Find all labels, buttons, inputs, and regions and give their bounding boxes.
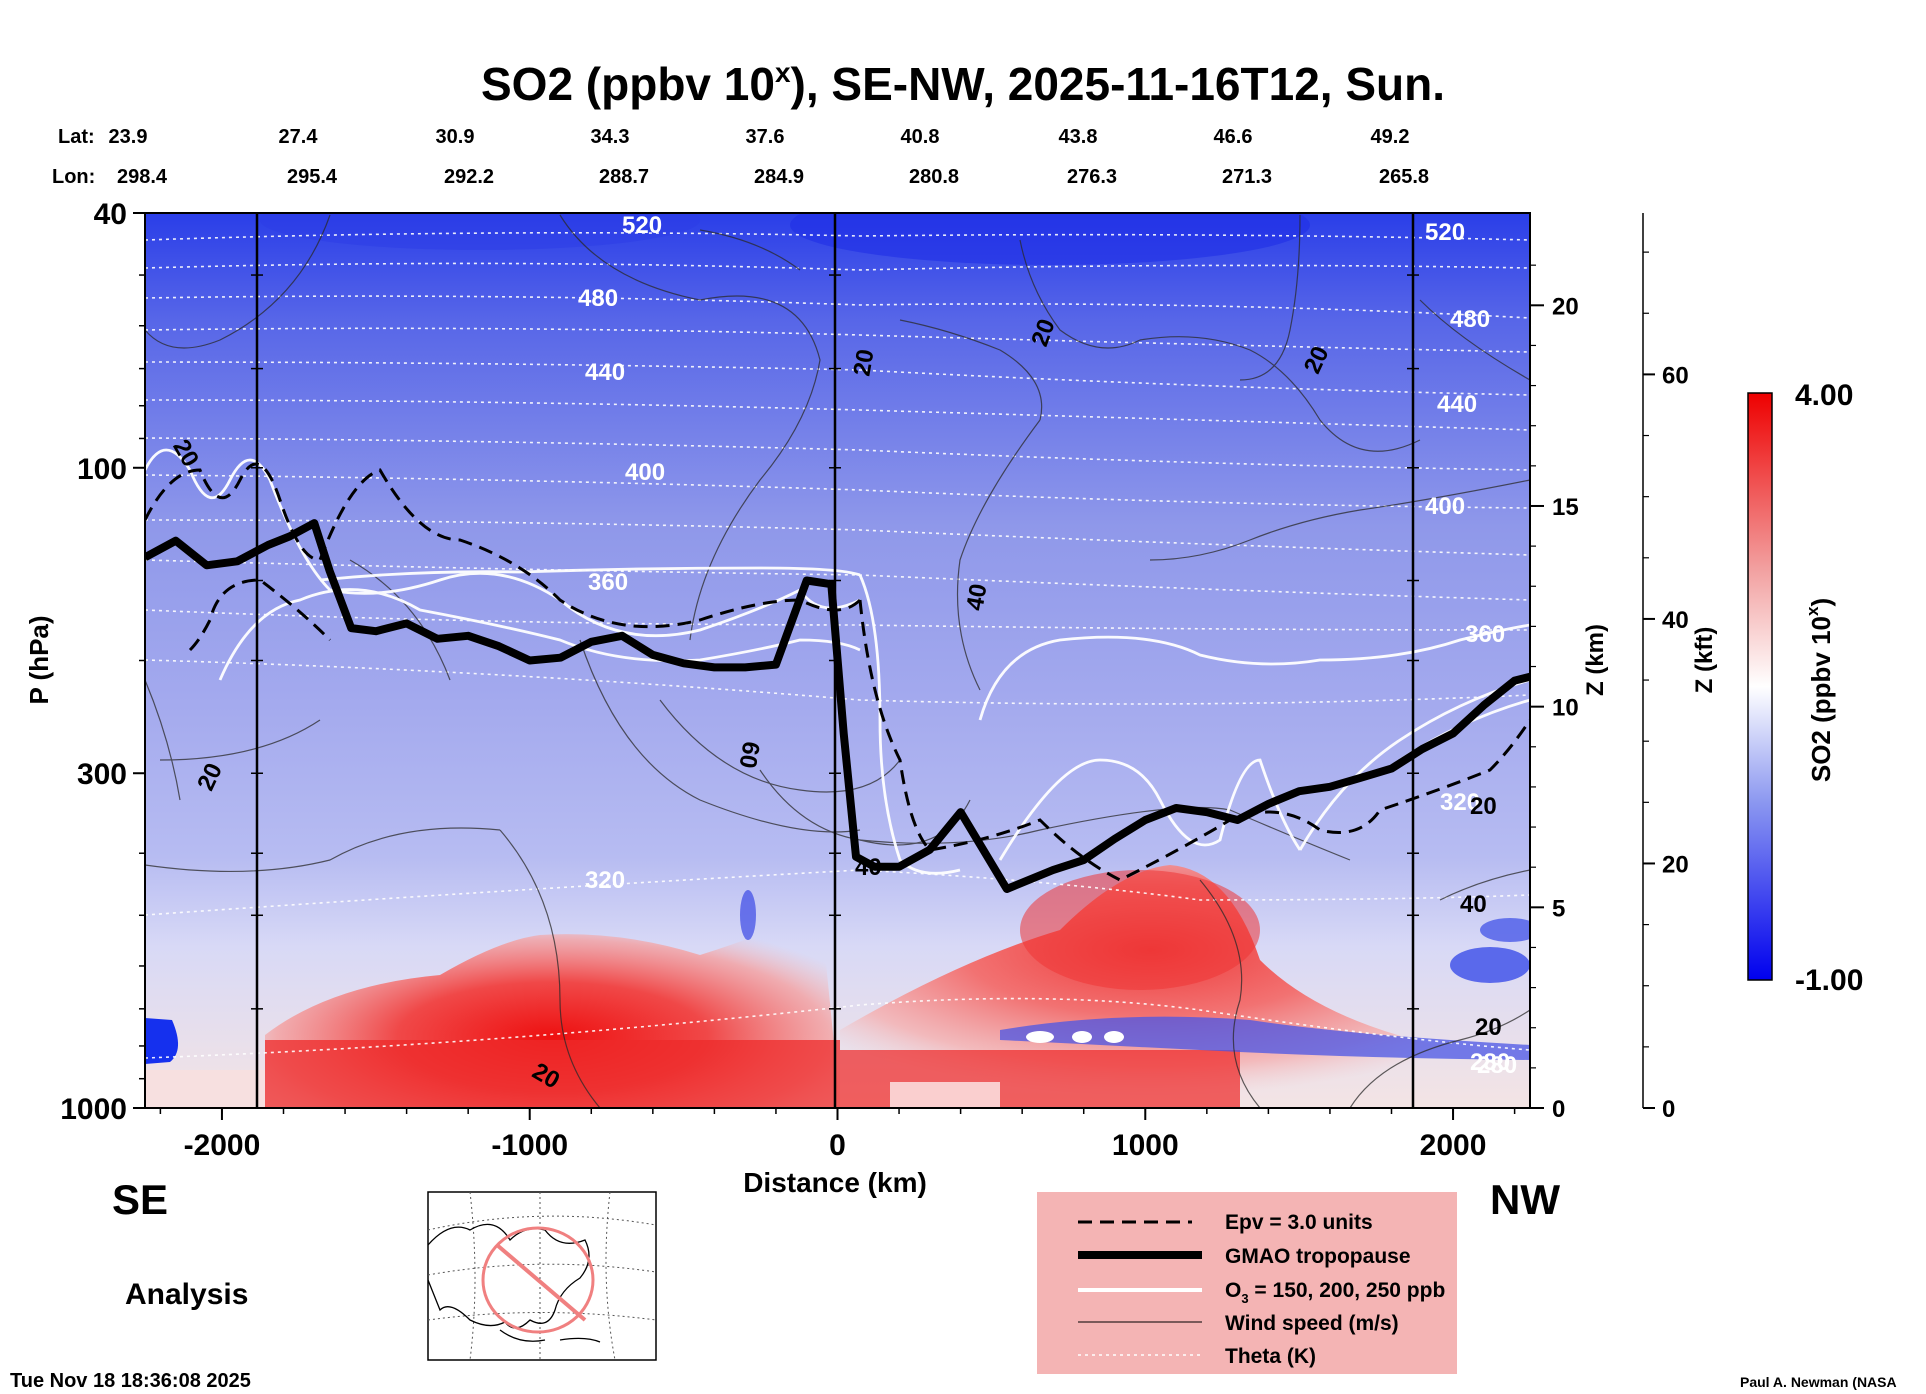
wind-label: 20 xyxy=(848,347,879,378)
lon-value: 288.7 xyxy=(599,166,649,188)
colorbar-title: SO2 (ppbv 10x) xyxy=(1803,598,1836,782)
nw-label: NW xyxy=(1490,1176,1560,1223)
lat-value: 27.4 xyxy=(279,126,319,148)
x-tick-label: -2000 xyxy=(184,1129,261,1162)
p-tick-label: 40 xyxy=(94,198,127,231)
lat-label: Lat: xyxy=(58,126,95,148)
legend-wind: Wind speed (m/s) xyxy=(1225,1312,1399,1335)
lat-lon-row: 23.9 27.4 30.9 34.3 37.6 40.8 43.8 46.6 49.2 298.… xyxy=(109,126,1430,188)
theta-label: 520 xyxy=(622,212,662,239)
theta-label: 320 xyxy=(1440,789,1480,816)
theta-label: 400 xyxy=(625,459,665,486)
wind-label: 40 xyxy=(855,854,882,881)
zkm-tick-label: 10 xyxy=(1552,695,1579,722)
legend: Epv = 3.0 units GMAO tropopause O3 = 150… xyxy=(1037,1192,1457,1374)
colorbar-min-label: -1.00 xyxy=(1795,964,1863,997)
z-km-title: Z (km) xyxy=(1582,624,1609,696)
z-kft-title: Z (kft) xyxy=(1691,627,1718,694)
zkm-tick-label: 15 xyxy=(1552,494,1579,521)
wind-label: 60 xyxy=(733,739,764,770)
legend-o3: O3 = 150, 200, 250 ppb xyxy=(1225,1279,1445,1306)
theta-label: 440 xyxy=(1437,391,1477,418)
lat-value: 37.6 xyxy=(746,126,785,148)
zkm-tick-label: 0 xyxy=(1552,1096,1565,1123)
p-tick-label: 100 xyxy=(77,453,127,486)
x-tick-label: 1000 xyxy=(1112,1129,1179,1162)
lat-value: 46.6 xyxy=(1214,126,1253,148)
lat-value: 30.9 xyxy=(436,126,475,148)
z-km-axis: 0 5 10 15 20 xyxy=(1530,264,1579,1123)
so2-field xyxy=(145,213,1530,1108)
x-tick-label: -1000 xyxy=(491,1129,568,1162)
zkft-tick-label: 0 xyxy=(1662,1096,1675,1123)
lon-value: 295.4 xyxy=(287,166,338,188)
lat-value: 43.8 xyxy=(1059,126,1098,148)
z-kft-axis: 0 20 40 60 xyxy=(1642,213,1689,1123)
x-tick-label: 0 xyxy=(829,1129,846,1162)
colorbar-max-label: 4.00 xyxy=(1795,379,1853,412)
lon-label: Lon: xyxy=(52,166,95,188)
wind-label: 40 xyxy=(1460,891,1487,918)
theta-label: 520 xyxy=(1425,219,1465,246)
theta-labels: 520 480 440 400 360 320 280 520 480 440 … xyxy=(578,212,1517,1079)
theta-label: 440 xyxy=(585,359,625,386)
legend-theta: Theta (K) xyxy=(1225,1345,1316,1368)
zkm-tick-label: 20 xyxy=(1552,293,1579,320)
lat-value: 34.3 xyxy=(591,126,630,148)
theta-label: 360 xyxy=(588,569,628,596)
x-tick-label: 2000 xyxy=(1420,1129,1487,1162)
lat-value: 49.2 xyxy=(1371,126,1410,148)
y-axis-title: P (hPa) xyxy=(24,615,54,704)
lon-value: 280.8 xyxy=(909,166,959,188)
zkft-tick-label: 40 xyxy=(1662,607,1689,634)
theta-label: 400 xyxy=(1425,493,1465,520)
x-axis-title: Distance (km) xyxy=(743,1167,927,1198)
legend-epv: Epv = 3.0 units xyxy=(1225,1211,1373,1234)
wind-label: 20 xyxy=(1475,1014,1502,1041)
lon-value: 292.2 xyxy=(444,166,494,188)
timestamp: Tue Nov 18 18:36:08 2025 xyxy=(10,1370,251,1392)
theta-label: 360 xyxy=(1465,621,1505,648)
theta-label: 280 xyxy=(1477,1052,1517,1079)
se-label: SE xyxy=(112,1176,168,1223)
p-tick-label: 300 xyxy=(77,758,127,791)
theta-label: 280 xyxy=(1470,1049,1510,1076)
lon-value: 265.8 xyxy=(1379,166,1429,188)
lon-value: 271.3 xyxy=(1222,166,1272,188)
x-axis: -2000 -1000 0 1000 2000 xyxy=(159,1108,1516,1162)
lon-value: 276.3 xyxy=(1067,166,1117,188)
inset-map xyxy=(427,1191,657,1361)
legend-tropopause: GMAO tropopause xyxy=(1225,1245,1411,1268)
chart-title: SO2 (ppbv 10x), SE-NW, 2025-11-16T12, Su… xyxy=(481,57,1445,110)
analysis-label: Analysis xyxy=(125,1278,248,1311)
credit: Paul A. Newman (NASA xyxy=(1740,1374,1897,1390)
zkft-tick-label: 60 xyxy=(1662,362,1689,389)
lat-value: 23.9 xyxy=(109,126,148,148)
theta-label: 320 xyxy=(585,867,625,894)
lon-value: 284.9 xyxy=(754,166,804,188)
zkm-tick-label: 5 xyxy=(1552,895,1565,922)
p-tick-label: 1000 xyxy=(60,1093,127,1126)
lon-value: 298.4 xyxy=(117,166,168,188)
gmao-tropopause xyxy=(145,519,1530,893)
lat-value: 40.8 xyxy=(901,126,940,148)
zkft-tick-label: 20 xyxy=(1662,851,1689,878)
pressure-axis: 40 100 300 1000 xyxy=(60,198,1419,1126)
colorbar: 4.00 -1.00 SO2 (ppbv 10x) xyxy=(1747,379,1863,997)
wind-label: 40 xyxy=(961,582,992,613)
theta-label: 480 xyxy=(1450,306,1490,333)
theta-label: 480 xyxy=(578,285,618,312)
wind-label: 20 xyxy=(1470,793,1497,820)
